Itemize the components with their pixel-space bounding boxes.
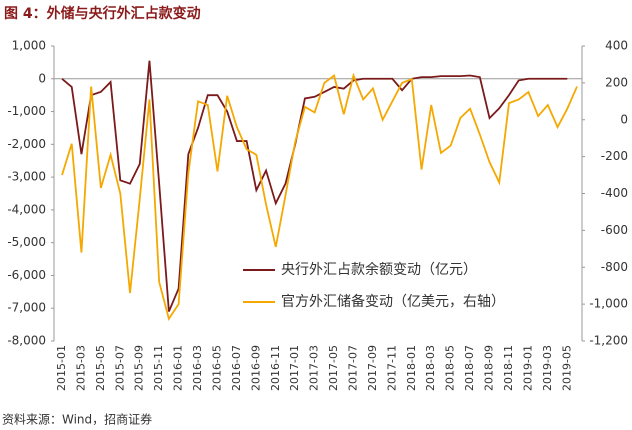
x-tick-label: 2015-01 [55,345,68,391]
y2-tick-label: -400 [601,186,628,200]
y-tick-label: 0 [38,71,46,85]
source: 资料来源：Wind，招商证券 [2,412,152,427]
legend-label: 央行外汇占款余额变动（亿元） [281,261,477,278]
x-tick-label: 2016-09 [249,345,262,391]
x-tick-label: 2019-05 [560,345,573,391]
x-tick-label: 2016-07 [230,345,243,391]
y-tick-label: -2,000 [7,137,46,151]
y-tick-label: 1,000 [12,39,46,53]
x-tick-label: 2015-07 [113,345,126,391]
x-tick-label: 2018-05 [444,345,457,391]
x-tick-label: 2018-03 [424,345,437,391]
y2-tick-label: 200 [605,75,628,89]
y-tick-label: -4,000 [7,202,46,216]
y2-tick-label: -200 [601,149,628,163]
x-tick-label: 2017-09 [366,345,379,391]
x-tick-label: 2016-05 [210,345,223,391]
x-tick-label: 2016-11 [269,345,282,391]
x-tick-label: 2015-09 [133,345,146,391]
y2-tick-label: -1,000 [589,297,628,311]
chart-title: 图 4：外储与央行外汇占款变动 [4,5,201,22]
y-tick-label: -5,000 [7,235,46,249]
y-tick-label: -8,000 [7,334,46,348]
x-tick-label: 2018-01 [405,345,418,391]
line [61,60,568,312]
y-tick-label: -7,000 [7,301,46,315]
y2-tick-label: -1,200 [589,334,628,348]
x-tick-label: 2017-07 [347,345,360,391]
x-tick-label: 2019-01 [521,345,534,391]
y2-tick-label: -600 [601,223,628,237]
x-tick-label: 2015-03 [74,345,87,391]
x-tick-label: 2017-03 [308,345,321,391]
x-tick-label: 2019-03 [541,345,554,391]
x-tick-label: 2017-05 [327,345,340,391]
x-tick-label: 2018-11 [502,345,515,391]
x-tick-label: 2016-01 [172,345,185,391]
legend-label: 官方外汇储备变动（亿美元，右轴） [281,293,505,310]
y-tick-label: -3,000 [7,170,46,184]
x-tick-label: 2015-11 [152,345,165,391]
y-tick-label: -6,000 [7,268,46,282]
line [61,72,578,322]
x-tick-label: 2018-07 [463,345,476,391]
x-tick-label: 2017-11 [385,345,398,391]
x-tick-label: 2017-01 [288,345,301,391]
y2-tick-label: 0 [620,112,628,126]
y-tick-label: -1,000 [7,104,46,118]
y2-tick-label: 400 [605,39,628,53]
x-tick-label: 2018-09 [483,345,496,391]
x-tick-label: 2016-03 [191,345,204,391]
y2-tick-label: -800 [601,260,628,274]
x-tick-label: 2015-05 [94,345,107,391]
